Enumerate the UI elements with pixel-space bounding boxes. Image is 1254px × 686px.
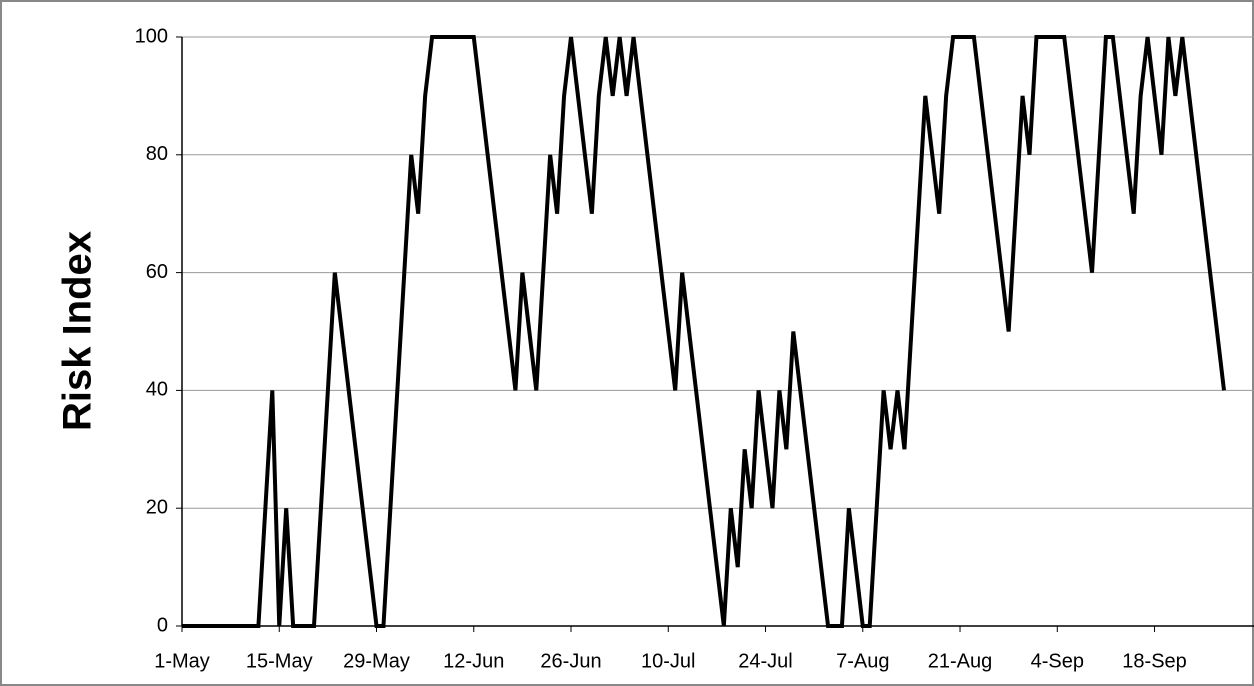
data-line bbox=[182, 35, 1226, 628]
x-tick-label: 15-May bbox=[246, 650, 313, 672]
x-tick-label: 29-May bbox=[343, 650, 410, 672]
y-axis-label: Risk Index bbox=[56, 231, 100, 431]
x-tick-label: 24-Jul bbox=[738, 650, 792, 672]
x-tick-label: 21-Aug bbox=[928, 650, 993, 672]
x-tick-label: 1-May bbox=[154, 650, 210, 672]
x-tick-label: 26-Jun bbox=[540, 650, 601, 672]
y-tick-label: 20 bbox=[146, 496, 168, 518]
y-tick-label: 80 bbox=[146, 143, 168, 165]
x-tick-label: 18-Sep bbox=[1122, 650, 1187, 672]
y-tick-label: 0 bbox=[157, 614, 168, 636]
x-tick-label: 7-Aug bbox=[836, 650, 889, 672]
x-tick-label: 4-Sep bbox=[1031, 650, 1084, 672]
y-tick-label: 40 bbox=[146, 379, 168, 401]
y-tick-label: 100 bbox=[135, 25, 168, 47]
y-tick-label: 60 bbox=[146, 261, 168, 283]
x-tick-label: 12-Jun bbox=[443, 650, 504, 672]
x-tick-label: 10-Jul bbox=[641, 650, 695, 672]
